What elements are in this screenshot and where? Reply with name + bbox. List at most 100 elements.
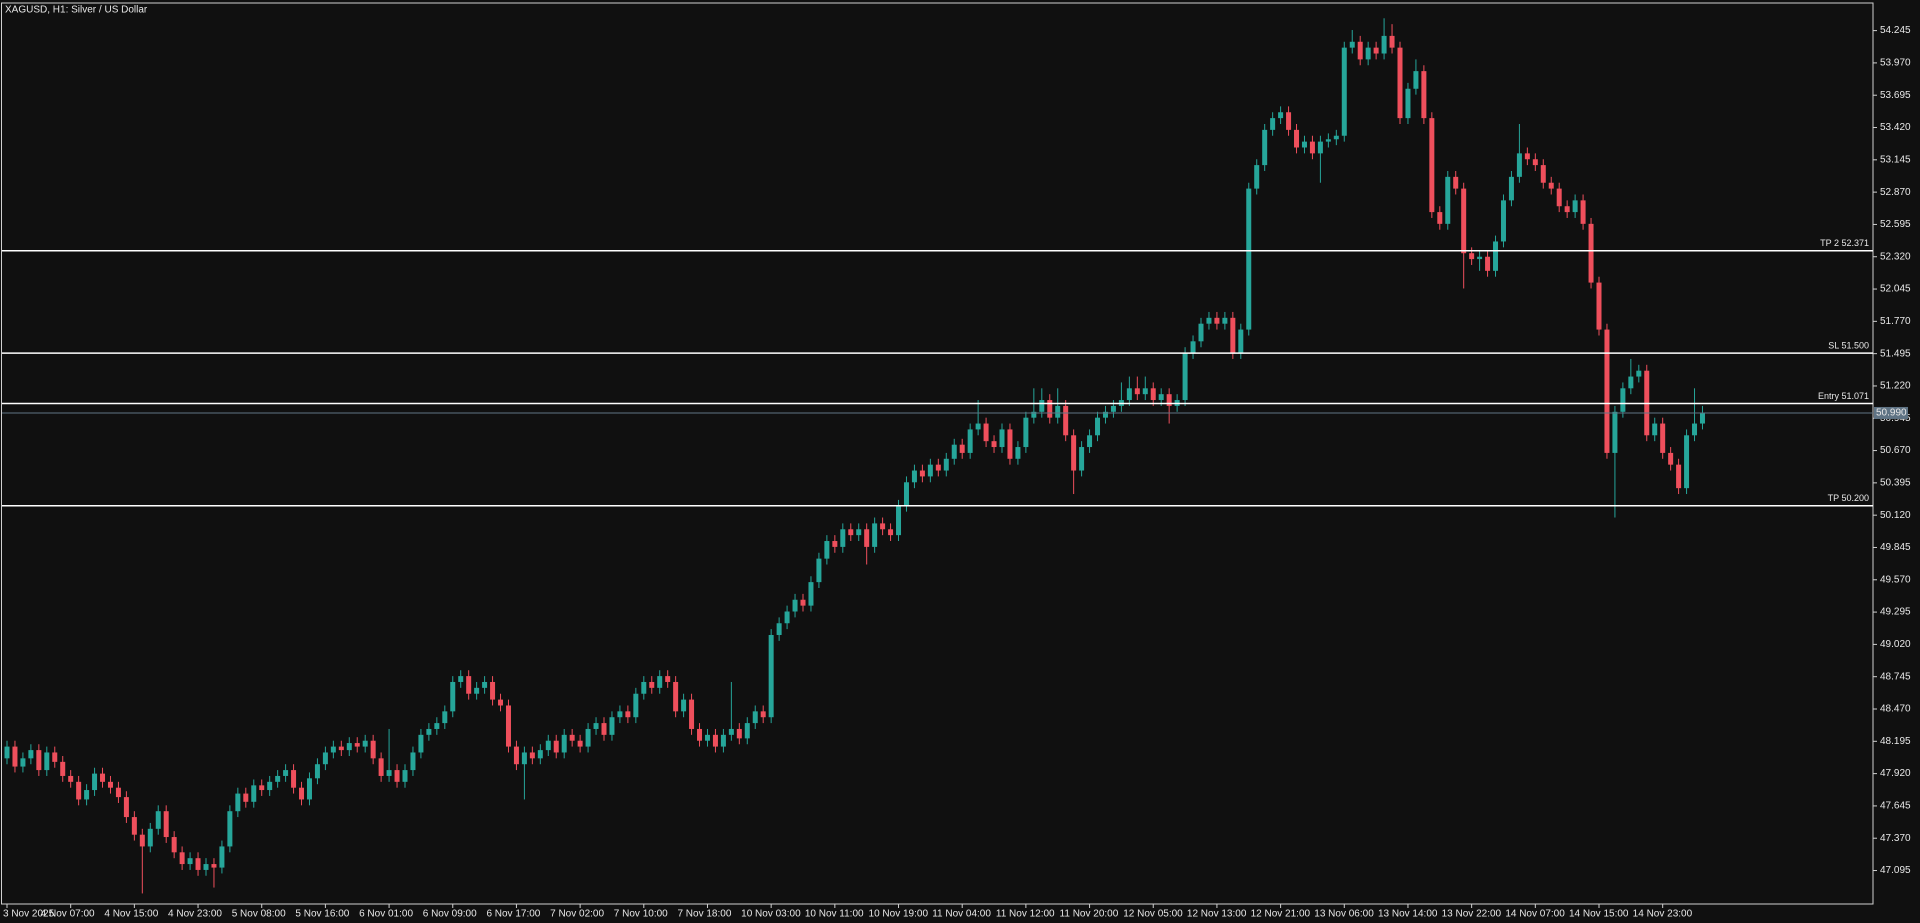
candle-body	[179, 852, 185, 865]
candle-body	[1612, 411, 1618, 453]
candle-body	[1485, 256, 1491, 271]
x-tick-label: 6 Nov 17:00	[486, 909, 540, 920]
candle-body	[903, 482, 909, 506]
candle-body	[800, 599, 806, 606]
candle-body	[1421, 71, 1427, 119]
y-tick-label: 52.045	[1880, 284, 1911, 295]
candle-body	[163, 811, 169, 838]
candle-body	[1238, 329, 1244, 354]
candle-body	[354, 743, 360, 747]
candle-body	[1413, 71, 1419, 89]
candle-body	[1230, 317, 1236, 354]
candle-body	[1596, 282, 1602, 330]
y-tick-label: 52.595	[1880, 219, 1911, 230]
candle-body	[1516, 153, 1522, 177]
candle-body	[474, 687, 480, 694]
candle-body	[784, 611, 790, 624]
candle-body	[880, 523, 886, 530]
candle-body	[84, 790, 90, 800]
candle-body	[338, 746, 344, 751]
candle-body	[1699, 412, 1705, 424]
candle-body	[1047, 400, 1053, 418]
candle-body	[306, 778, 312, 800]
candle-body	[1373, 47, 1379, 54]
candle-body	[896, 505, 902, 536]
candle-body	[1429, 118, 1435, 213]
candle-body	[203, 864, 209, 870]
candle-body	[267, 781, 273, 791]
candle-body	[967, 429, 973, 453]
x-tick-label: 6 Nov 09:00	[423, 909, 477, 920]
last-price-box	[1874, 406, 1908, 419]
candle-body	[935, 464, 941, 471]
candle-body	[36, 750, 42, 771]
x-tick-label: 13 Nov 06:00	[1314, 909, 1374, 920]
candle-body	[346, 743, 352, 751]
candle-body	[28, 750, 34, 759]
candle-body	[1604, 329, 1610, 453]
candle-body	[1636, 370, 1642, 377]
y-tick-label: 47.370	[1880, 833, 1911, 844]
level-label: Entry 51.071	[1818, 391, 1869, 401]
candle-body	[1500, 200, 1506, 242]
candle-body	[1349, 41, 1355, 48]
candle-body	[760, 711, 766, 718]
level-label: TP 50.200	[1828, 493, 1869, 503]
x-tick-label: 7 Nov 10:00	[614, 909, 668, 920]
candle-body	[4, 746, 10, 759]
candle-body	[521, 752, 527, 765]
candle-body	[1102, 411, 1108, 418]
y-tick-label: 52.320	[1880, 251, 1911, 262]
candle-body	[131, 817, 137, 835]
x-tick-label: 5 Nov 08:00	[232, 909, 286, 920]
x-tick-label: 10 Nov 03:00	[741, 909, 801, 920]
candle-body	[1548, 182, 1554, 189]
y-tick-label: 50.120	[1880, 510, 1911, 521]
candle-body	[1397, 47, 1403, 119]
candle-body	[808, 582, 814, 606]
candle-body	[394, 770, 400, 782]
candle-body	[1110, 405, 1116, 412]
y-tick-label: 49.570	[1880, 574, 1911, 585]
candle-body	[1071, 435, 1077, 471]
candle-body	[1309, 141, 1315, 154]
candle-body	[585, 728, 591, 747]
candle-body	[227, 811, 233, 847]
candle-body	[959, 444, 965, 453]
candle-body	[1628, 376, 1634, 389]
candle-body	[466, 676, 472, 694]
candle-body	[848, 529, 854, 536]
candle-body	[386, 770, 392, 776]
candle-body	[744, 723, 750, 739]
candle-body	[187, 858, 193, 865]
y-tick-label: 47.645	[1880, 801, 1911, 812]
candle-body	[983, 423, 989, 442]
candle-body	[458, 676, 464, 682]
candle-body	[1007, 429, 1013, 459]
y-tick-label: 53.145	[1880, 154, 1911, 165]
candle-body	[768, 634, 774, 718]
candle-body	[1087, 435, 1093, 448]
candle-body	[911, 470, 917, 483]
y-tick-label: 53.420	[1880, 122, 1911, 133]
candle-body	[283, 770, 289, 776]
x-tick-label: 4 Nov 07:00	[41, 909, 95, 920]
candle-body	[1254, 165, 1260, 189]
y-tick-label: 48.745	[1880, 671, 1911, 682]
candle-body	[1158, 394, 1164, 401]
candle-body	[1333, 135, 1339, 140]
candle-body	[752, 711, 758, 724]
candle-body	[1564, 206, 1570, 213]
candle-body	[1222, 317, 1228, 324]
candle-body	[1389, 35, 1395, 48]
candle-body	[1445, 176, 1451, 224]
candle-body	[943, 458, 949, 471]
candle-body	[641, 681, 647, 694]
candle-body	[697, 728, 703, 741]
candle-body	[1126, 388, 1132, 401]
candle-body	[951, 444, 957, 459]
candle-body	[513, 746, 519, 765]
candle-body	[243, 793, 249, 802]
candle-body	[840, 529, 846, 547]
candle-body	[537, 750, 543, 759]
